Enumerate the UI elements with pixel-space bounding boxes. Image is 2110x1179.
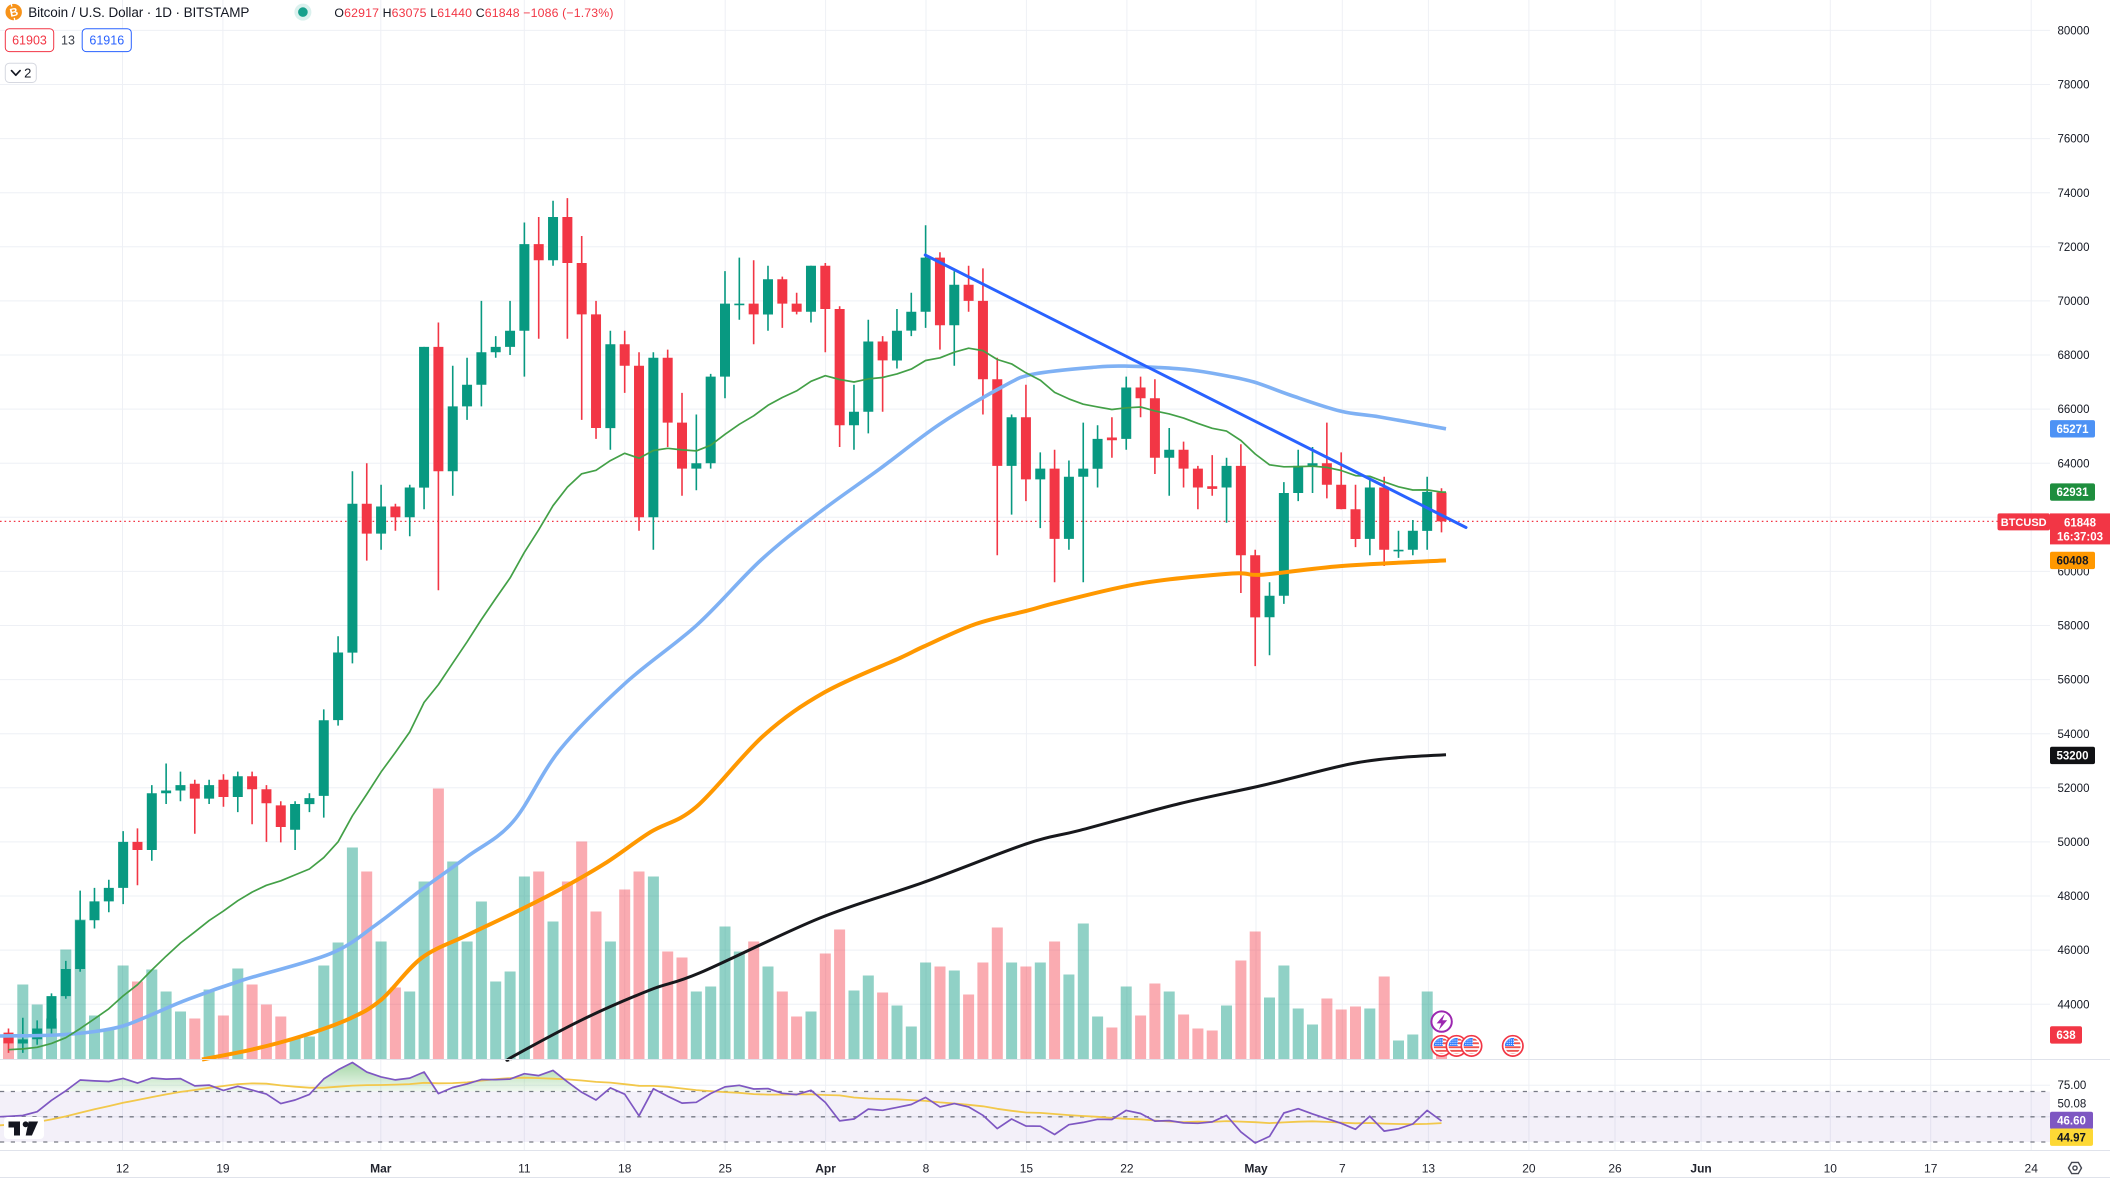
svg-text:54000: 54000 — [2058, 729, 2090, 741]
svg-text:56000: 56000 — [2058, 675, 2090, 687]
svg-text:61848: 61848 — [2064, 517, 2097, 529]
svg-text:60408: 60408 — [2057, 556, 2090, 568]
svg-text:44.97: 44.97 — [2057, 1132, 2086, 1144]
svg-text:13: 13 — [1422, 1162, 1436, 1176]
svg-text:70000: 70000 — [2058, 296, 2090, 308]
svg-text:72000: 72000 — [2058, 242, 2090, 254]
svg-text:10: 10 — [1824, 1162, 1838, 1176]
svg-text:7: 7 — [1339, 1162, 1346, 1176]
svg-text:61903: 61903 — [12, 34, 47, 48]
svg-text:11: 11 — [518, 1162, 531, 1176]
svg-text:Mar: Mar — [370, 1162, 392, 1176]
svg-text:BTCUSD: BTCUSD — [2001, 517, 2047, 529]
svg-text:25: 25 — [719, 1162, 733, 1176]
svg-text:2: 2 — [24, 66, 31, 81]
svg-text:638: 638 — [2056, 1030, 2076, 1042]
svg-text:20: 20 — [1522, 1162, 1536, 1176]
svg-text:74000: 74000 — [2058, 188, 2090, 200]
svg-text:Bitcoin / U.S. Dollar · 1D · B: Bitcoin / U.S. Dollar · 1D · BITSTAMP — [28, 5, 249, 20]
svg-text:22: 22 — [1120, 1162, 1134, 1176]
svg-text:75.00: 75.00 — [2058, 1080, 2087, 1092]
svg-text:64000: 64000 — [2058, 458, 2090, 470]
svg-text:44000: 44000 — [2058, 999, 2090, 1011]
svg-text:13: 13 — [61, 34, 75, 48]
svg-text:52000: 52000 — [2058, 783, 2090, 795]
svg-text:O62917 H63075 L61440 C61848 −1: O62917 H63075 L61440 C61848 −1086 (−1.73… — [334, 6, 613, 20]
svg-text:B: B — [9, 6, 20, 19]
svg-text:Apr: Apr — [815, 1162, 836, 1176]
svg-text:46000: 46000 — [2058, 945, 2090, 957]
svg-text:12: 12 — [116, 1162, 130, 1176]
svg-text:50000: 50000 — [2058, 837, 2090, 849]
svg-text:66000: 66000 — [2058, 404, 2090, 416]
svg-text:19: 19 — [216, 1162, 230, 1176]
svg-text:May: May — [1244, 1162, 1268, 1176]
svg-text:17: 17 — [1924, 1162, 1938, 1176]
svg-text:61916: 61916 — [89, 34, 124, 48]
svg-text:16:37:03: 16:37:03 — [2057, 532, 2103, 544]
svg-text:60000: 60000 — [2058, 567, 2090, 579]
svg-text:76000: 76000 — [2058, 134, 2090, 146]
svg-text:50.08: 50.08 — [2058, 1099, 2087, 1111]
svg-text:24: 24 — [2025, 1162, 2039, 1176]
svg-text:62931: 62931 — [2057, 487, 2090, 499]
svg-text:80000: 80000 — [2058, 26, 2090, 38]
svg-text:58000: 58000 — [2058, 621, 2090, 633]
svg-text:78000: 78000 — [2058, 80, 2090, 92]
svg-text:Jun: Jun — [1690, 1162, 1711, 1176]
svg-text:26: 26 — [1608, 1162, 1622, 1176]
svg-text:15: 15 — [1020, 1162, 1034, 1176]
svg-text:53200: 53200 — [2057, 751, 2089, 763]
svg-text:48000: 48000 — [2058, 891, 2090, 903]
svg-text:46.60: 46.60 — [2057, 1116, 2086, 1128]
svg-text:8: 8 — [923, 1162, 930, 1176]
svg-text:65271: 65271 — [2057, 424, 2090, 436]
svg-text:18: 18 — [618, 1162, 632, 1176]
svg-text:68000: 68000 — [2058, 350, 2090, 362]
